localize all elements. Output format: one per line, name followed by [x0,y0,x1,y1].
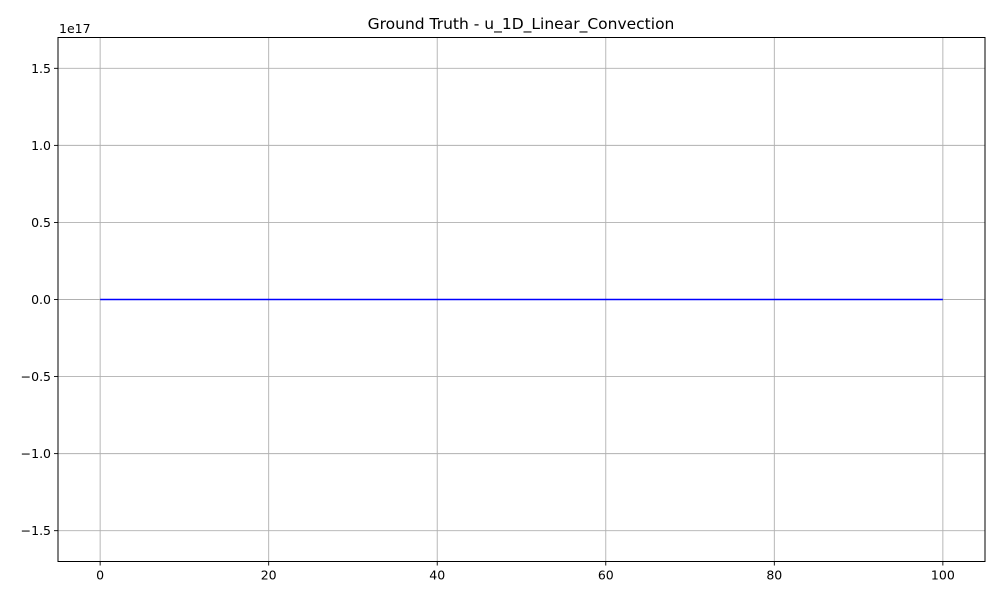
x-tick-label: 40 [429,568,445,583]
y-tick-label: 0.5 [31,215,51,230]
y-tick-label: 1.0 [31,138,51,153]
plot-frame [57,37,986,562]
y-tick-label: 1.5 [31,61,51,76]
y-tick-label: 0.0 [31,292,51,307]
y-tick-label: −1.5 [21,523,51,538]
x-tick-label: 60 [598,568,614,583]
x-tick-label: 20 [261,568,277,583]
axis-ticks: 0 20 40 60 80 100 1.5 1.0 0.5 0.0 −0.5 −1.0 −1.5 [21,61,955,583]
y-tick-label: −1.0 [21,446,51,461]
x-tick-label: 0 [96,568,104,583]
x-tick-label: 80 [766,568,782,583]
y-tick-label: −0.5 [21,369,51,384]
chart-title: Ground Truth - u_1D_Linear_Convection [368,15,675,34]
y-offset-label: 1e17 [59,21,91,36]
x-tick-label: 100 [931,568,955,583]
